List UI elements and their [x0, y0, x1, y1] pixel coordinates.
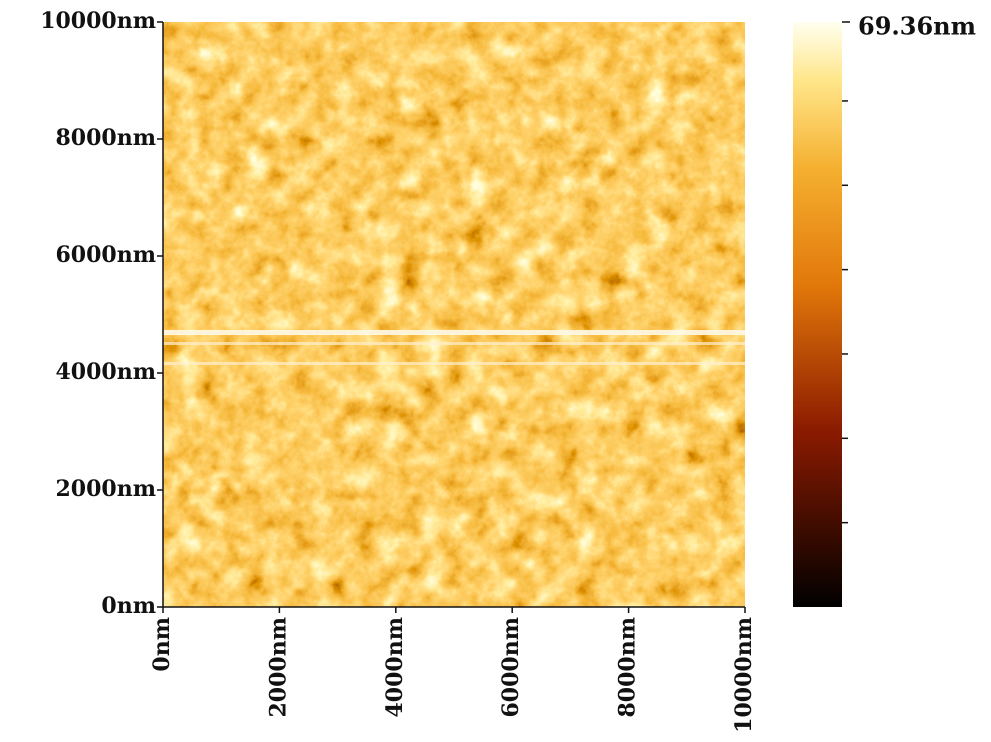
- scan-artifact: [163, 342, 745, 345]
- scan-artifact: [163, 330, 745, 335]
- y-tick-label: 8000nm: [55, 125, 156, 151]
- x-tick-label: 10000nm: [731, 617, 757, 733]
- x-tick-label: 8000nm: [615, 617, 641, 718]
- afm-height-image: [163, 22, 745, 607]
- x-tick-label: 4000nm: [382, 617, 408, 718]
- x-tick-label: 2000nm: [265, 617, 291, 718]
- y-tick-label: 10000nm: [40, 8, 156, 34]
- y-tick-label: 6000nm: [55, 242, 156, 268]
- colorbar-max-label: 69.36nm: [858, 12, 976, 41]
- colorbar: [793, 22, 842, 607]
- y-tick-label: 4000nm: [55, 359, 156, 385]
- x-tick-label: 0nm: [149, 617, 175, 672]
- y-tick-label: 0nm: [101, 593, 156, 619]
- y-tick-label: 2000nm: [55, 476, 156, 502]
- x-tick-label: 6000nm: [498, 617, 524, 718]
- chart: 69.36nm 0nm 2000nm 4000nm 6000nm 8000nm 10000…: [0, 0, 991, 742]
- scan-artifact: [163, 362, 745, 365]
